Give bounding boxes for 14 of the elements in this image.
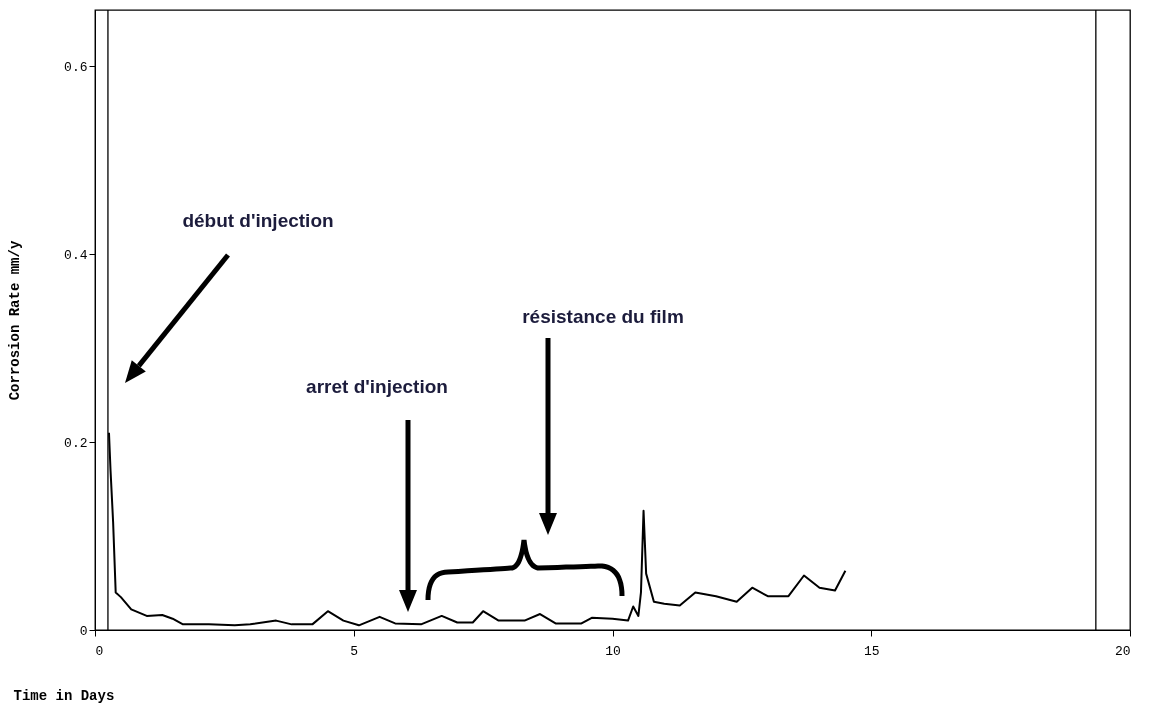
y-tick-label: 0 [79,623,88,639]
y-axis-title: Corrosion Rate mm/y [6,240,23,401]
x-axis-title: Time in Days [13,687,115,704]
x-tick-label: 10 [605,643,621,659]
y-tick-label: 0.2 [64,435,88,451]
x-tick-label: 5 [350,643,359,659]
y-tick-label: 0.4 [64,247,88,263]
x-tick-label: 0 [95,643,104,659]
x-tick-label: 20 [1114,643,1131,659]
y-tick-label: 0.6 [64,59,88,75]
annotation: arret d'injection [306,376,448,398]
x-tick-label: 15 [863,643,880,659]
annotation: début d'injection [182,210,334,232]
annotation: résistance du film [522,306,684,328]
